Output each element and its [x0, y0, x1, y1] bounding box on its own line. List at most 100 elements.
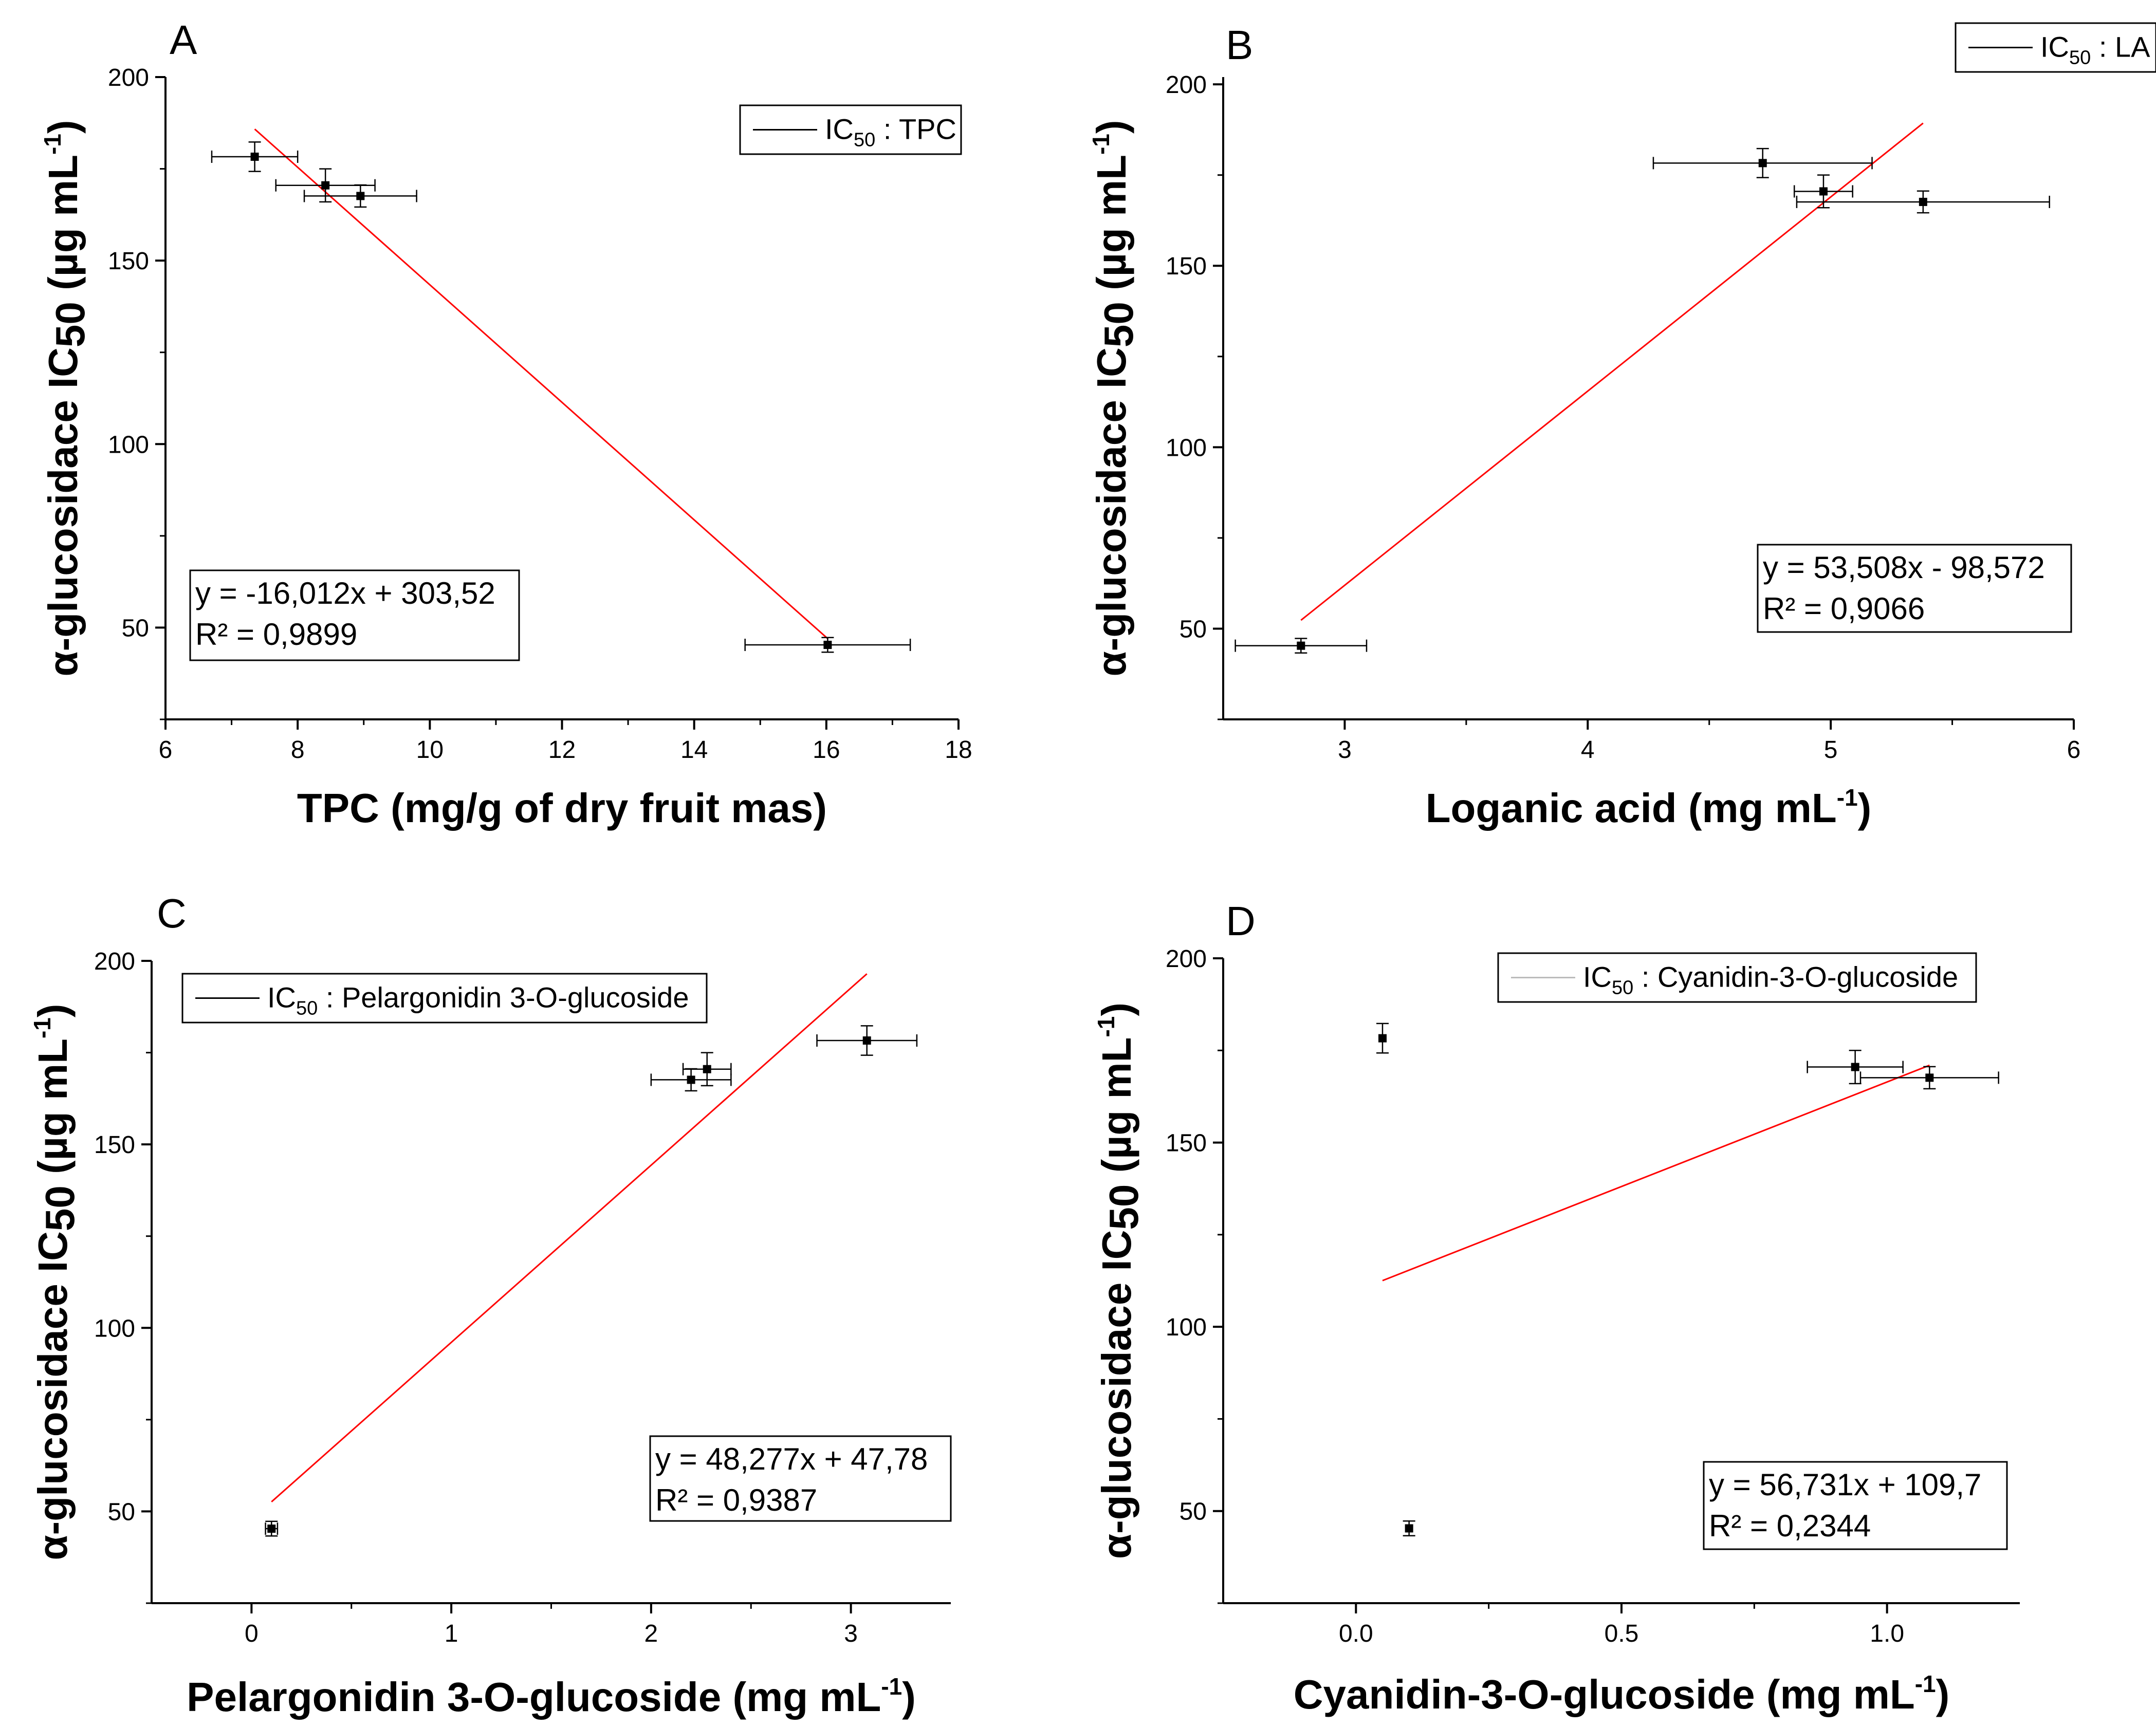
data-marker — [267, 1525, 276, 1533]
panel-letter: B — [1226, 22, 1253, 68]
x-tick-label: 10 — [416, 736, 444, 764]
y-tick-label: 100 — [108, 431, 149, 458]
x-tick-label: 0 — [245, 1620, 259, 1647]
y-axis-title: α-glucosidace IC50 (µg mL-1) — [1093, 1002, 1147, 1559]
data-point — [682, 1052, 732, 1087]
y-tick-label: 150 — [108, 248, 149, 275]
data-point — [1652, 147, 1873, 178]
x-tick-label: 14 — [680, 736, 708, 764]
y-tick-label: 100 — [1166, 434, 1207, 461]
data-marker — [1378, 1034, 1387, 1043]
data-marker — [250, 153, 259, 161]
legend-label: IC50 : Cyanidin-3-O-glucoside — [1583, 961, 1958, 999]
equation-frame — [649, 1435, 952, 1522]
y-tick-label: 100 — [94, 1315, 135, 1342]
data-point — [1793, 174, 1853, 209]
data-marker — [823, 641, 832, 649]
data-point — [744, 637, 911, 653]
y-tick-label: 200 — [1166, 71, 1207, 99]
legend: IC50 : LA — [1955, 22, 2156, 73]
equation-box: y = 53,508x - 98,572 R² = 0,9066 — [1757, 544, 2072, 633]
equation-box: y = 56,731x + 109,7 R² = 0,2344 — [1703, 1461, 2008, 1550]
data-point — [1859, 1066, 1999, 1090]
data-point — [303, 184, 417, 208]
x-tick-label: 5 — [1824, 736, 1838, 764]
regression-equation: y = -16,012x + 303,52 — [195, 576, 495, 610]
legend-label: IC50 : LA — [2040, 31, 2150, 69]
legend-box — [181, 973, 708, 1024]
x-tick-label: 0.5 — [1605, 1620, 1639, 1647]
x-tick-label: 3 — [844, 1620, 858, 1647]
y-tick-label: 100 — [1166, 1314, 1207, 1341]
y-tick-label: 200 — [1166, 945, 1207, 973]
data-marker — [1851, 1063, 1859, 1071]
x-tick-label: 16 — [813, 736, 840, 764]
legend-box — [1497, 952, 1977, 1003]
data-point — [1807, 1050, 1904, 1085]
data-marker — [1919, 197, 1927, 206]
x-tick-label: 12 — [548, 736, 576, 764]
legend-label: IC50 : TPC — [825, 113, 956, 151]
y-tick-label: 50 — [1180, 616, 1207, 643]
data-point — [211, 141, 299, 172]
data-marker — [687, 1075, 695, 1084]
data-marker — [321, 181, 330, 190]
x-tick-label: 18 — [945, 736, 972, 764]
data-point — [1796, 190, 2050, 214]
y-tick-label: 50 — [1180, 1498, 1207, 1526]
r-squared: R² = 0,9066 — [1763, 591, 1925, 626]
data-point — [650, 1068, 732, 1092]
panel-c: C 0 1 2 3 50 100 150 200 Pelargonidin 3-O-glucosi… — [29, 890, 952, 1720]
panel-a: A 6 8 10 12 14 16 18 50 100 150 200 TPC (mg/g of dry… — [39, 17, 972, 831]
x-tick-label: 4 — [1581, 736, 1595, 764]
x-axis-title: Pelargonidin 3-O-glucoside (mg mL-1) — [187, 1673, 916, 1720]
fit-line — [1300, 122, 1924, 621]
x-tick-label: 2 — [644, 1620, 658, 1647]
x-tick-label: 1 — [445, 1620, 458, 1647]
data-point — [816, 1025, 918, 1056]
x-tick-label: 3 — [1338, 736, 1352, 764]
legend: IC50 : Pelargonidin 3-O-glucoside — [181, 973, 708, 1024]
regression-equation: y = 56,731x + 109,7 — [1709, 1468, 1981, 1502]
r-squared: R² = 0,9387 — [655, 1483, 817, 1517]
equation-frame — [189, 569, 520, 661]
fit-line — [271, 973, 868, 1502]
data-marker — [703, 1065, 711, 1073]
y-tick-label: 150 — [1166, 1130, 1207, 1157]
r-squared: R² = 0,9899 — [195, 617, 357, 652]
regression-equation: y = 48,277x + 47,78 — [655, 1442, 928, 1476]
panel-b: B 3 4 5 6 50 100 150 200 Loganic acid (mg mL-1) α-… — [1088, 22, 2156, 831]
y-tick-label: 150 — [1166, 253, 1207, 280]
data-marker — [1405, 1524, 1413, 1533]
legend: IC50 : Cyanidin-3-O-glucoside — [1497, 952, 1977, 1003]
x-tick-label: 0.0 — [1339, 1620, 1373, 1647]
data-point — [1376, 1023, 1389, 1054]
equation-box: y = -16,012x + 303,52 R² = 0,9899 — [189, 569, 520, 661]
legend-label: IC50 : Pelargonidin 3-O-glucoside — [267, 981, 689, 1019]
fit-line — [254, 128, 828, 639]
data-point — [265, 1520, 279, 1537]
y-axis-title: α-glucosidace IC50 (µg mL-1) — [29, 1004, 83, 1560]
data-marker — [1297, 641, 1305, 650]
x-axis-title: Cyanidin-3-O-glucoside (mg mL-1) — [1294, 1670, 1950, 1717]
y-tick-label: 200 — [108, 64, 149, 91]
r-squared: R² = 0,2344 — [1709, 1509, 1871, 1543]
equation-box: y = 48,277x + 47,78 R² = 0,9387 — [649, 1435, 952, 1522]
regression-equation: y = 53,508x - 98,572 — [1763, 550, 2045, 585]
data-marker — [862, 1036, 871, 1045]
panel-letter: D — [1226, 898, 1256, 944]
equation-frame — [1703, 1461, 2008, 1550]
data-point — [1234, 638, 1368, 654]
equation-frame — [1757, 544, 2072, 633]
panel-d: D 0.0 0.5 1.0 50 100 150 200 Cyanidin-3-O-glucos… — [1093, 898, 2020, 1717]
x-tick-label: 6 — [2067, 736, 2081, 764]
x-tick-label: 1.0 — [1870, 1620, 1904, 1647]
data-marker — [1819, 187, 1828, 196]
y-axis-title: α-glucosidace IC50 (µg mL-1) — [1088, 120, 1141, 676]
data-marker — [1758, 159, 1767, 168]
x-tick-label: 8 — [291, 736, 305, 764]
panel-letter: A — [170, 17, 197, 63]
x-axis-title: TPC (mg/g of dry fruit mas) — [297, 785, 827, 831]
y-tick-label: 50 — [122, 615, 149, 642]
